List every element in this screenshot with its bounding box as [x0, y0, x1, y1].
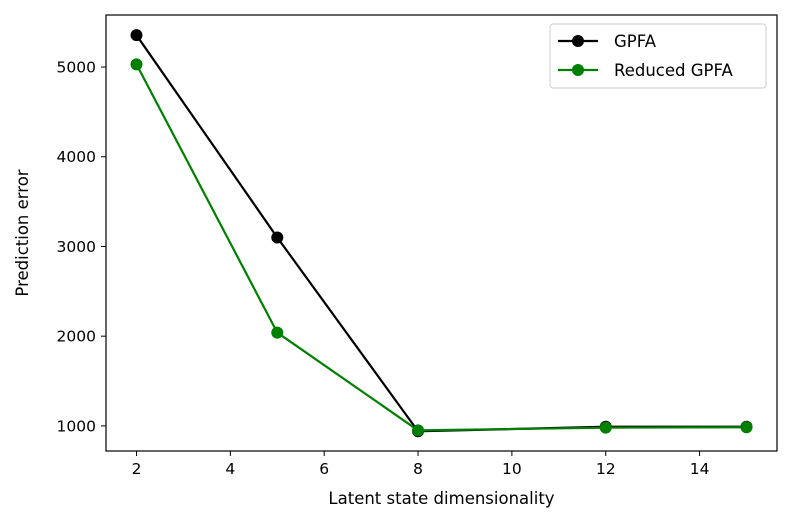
x-tick-label: 2	[132, 460, 142, 478]
y-tick-label: 2000	[57, 328, 96, 346]
y-axis-ticks: 1000 2000 3000 4000 5000	[57, 59, 106, 435]
legend-marker	[572, 64, 584, 76]
series-layer	[130, 29, 753, 438]
y-axis-label: Prediction error	[13, 169, 32, 296]
x-axis-ticks: 2 4 6 8 10 12 14	[132, 451, 710, 478]
y-tick-label: 4000	[57, 148, 96, 166]
data-point	[130, 58, 143, 71]
legend-entry-label: Reduced GPFA	[614, 61, 733, 80]
x-tick-label: 8	[413, 460, 423, 478]
x-tick-label: 4	[225, 460, 235, 478]
data-point	[599, 421, 612, 434]
x-tick-label: 6	[319, 460, 329, 478]
x-axis-label: Latent state dimensionality	[328, 489, 554, 508]
data-point	[271, 231, 284, 244]
legend-entry-label: GPFA	[614, 32, 657, 51]
x-tick-label: 14	[690, 460, 710, 478]
y-tick-label: 5000	[57, 59, 96, 77]
plot-frame	[105, 14, 778, 452]
data-point	[130, 29, 143, 42]
data-point	[412, 424, 425, 437]
legend-marker	[572, 35, 584, 47]
data-point	[740, 421, 753, 434]
legend: GPFA Reduced GPFA	[549, 23, 767, 89]
legend-box	[549, 23, 767, 89]
y-tick-label: 1000	[57, 417, 96, 435]
data-point	[271, 326, 284, 339]
y-tick-label: 3000	[57, 238, 96, 256]
x-tick-label: 10	[502, 460, 522, 478]
x-tick-label: 12	[596, 460, 616, 478]
